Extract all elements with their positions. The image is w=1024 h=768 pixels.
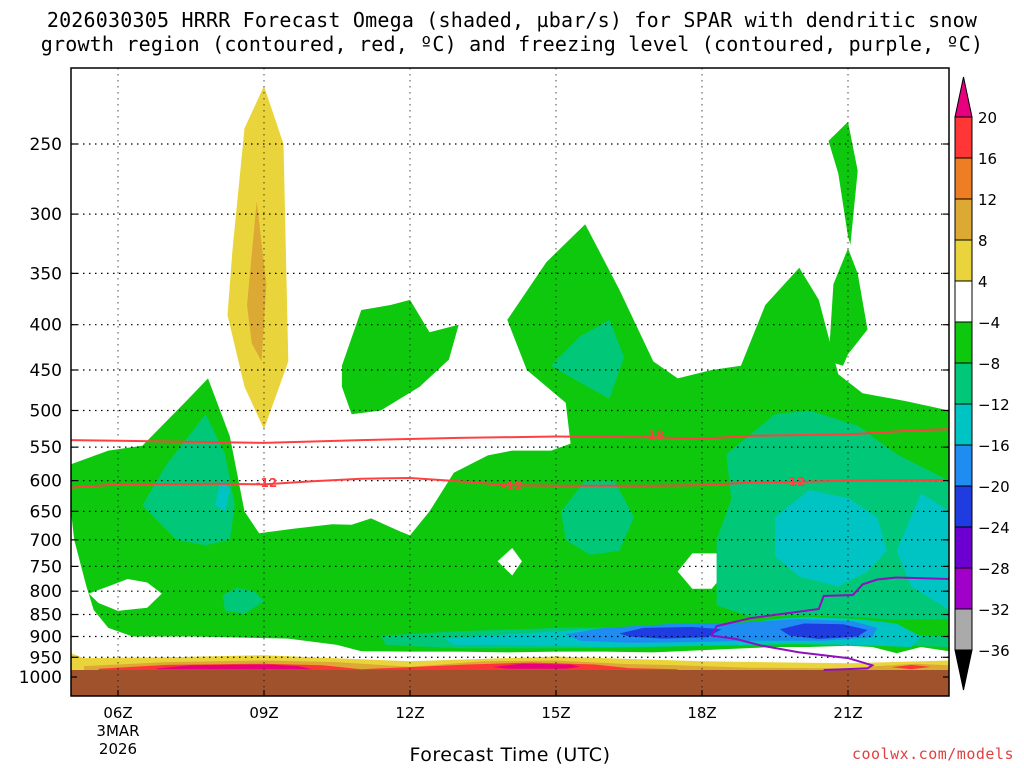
omega-region-dblue xyxy=(619,627,722,639)
x-tick-sublabel-date: 3MAR xyxy=(96,722,139,740)
credit-link[interactable]: coolwx.com/models xyxy=(851,745,1014,763)
pressure-axis: 2503003504004505005506006507007508008509… xyxy=(19,135,949,688)
colorbar-bin xyxy=(954,362,973,405)
omega-region-white xyxy=(677,553,727,589)
colorbar-label: −8 xyxy=(978,355,1000,373)
colorbar-top-cap xyxy=(954,76,973,118)
colorbar-label: 8 xyxy=(978,232,988,250)
colorbar-bin xyxy=(954,444,973,487)
omega-region-white xyxy=(322,493,372,518)
y-tick-label-950: 950 xyxy=(30,648,62,668)
dgz-contour-minus12 xyxy=(71,476,949,489)
plot-frame xyxy=(70,67,950,697)
colorbar-bin xyxy=(954,403,973,446)
colorbar-label: −16 xyxy=(978,437,1010,455)
omega-region-green xyxy=(828,248,868,366)
colorbar-bottom-cap xyxy=(954,649,973,691)
omega-region-cyan xyxy=(215,480,230,512)
omega-region-dblue xyxy=(779,623,868,639)
colorbar-bin xyxy=(954,526,973,569)
x-tick-label-21Z: 21Z xyxy=(833,704,862,722)
omega-region-teal xyxy=(222,587,264,614)
x-tick-label-09Z: 09Z xyxy=(249,704,278,722)
chart-title-line-2: growth region (contoured, red, ºC) and f… xyxy=(40,32,984,56)
colorbar-label: −32 xyxy=(978,601,1010,619)
y-tick-label-650: 650 xyxy=(30,502,62,522)
omega-region-green xyxy=(341,299,459,415)
colorbar-label: −36 xyxy=(978,642,1010,660)
dgz-contour-label: -12 xyxy=(784,475,806,489)
colorbar-label: 4 xyxy=(978,273,988,291)
colorbar-bin xyxy=(954,157,973,200)
omega-region-orange xyxy=(247,201,267,362)
y-tick-label-750: 750 xyxy=(30,557,62,577)
colorbar-bin xyxy=(954,567,973,610)
colorbar-label: −24 xyxy=(978,519,1010,537)
y-tick-label-500: 500 xyxy=(30,402,62,422)
colorbar-bin xyxy=(954,280,973,323)
y-tick-label-600: 600 xyxy=(30,472,62,492)
omega-region-cyan xyxy=(896,493,949,610)
omega-region-red xyxy=(891,664,931,670)
omega-region-white xyxy=(88,579,162,611)
chart-title: 2026030305 HRRR Forecast Omega (shaded, … xyxy=(0,8,1024,56)
x-tick-label-12Z: 12Z xyxy=(395,704,424,722)
y-tick-label-550: 550 xyxy=(30,438,62,458)
omega-shading xyxy=(71,86,949,696)
omega-region-white xyxy=(497,548,522,576)
freezing-level-contour xyxy=(710,576,949,671)
omega-region-magenta xyxy=(156,664,313,670)
colorbar-label: 20 xyxy=(978,109,997,127)
chart-title-line-1: 2026030305 HRRR Forecast Omega (shaded, … xyxy=(46,8,978,32)
y-tick-label-350: 350 xyxy=(30,264,62,284)
colorbar-bin xyxy=(954,608,973,651)
grid-lines xyxy=(71,68,949,696)
omega-region-magenta xyxy=(492,663,581,669)
colorbar-bin xyxy=(954,116,973,159)
colorbar-bin xyxy=(954,239,973,282)
dgz-contour-label: -12 xyxy=(501,479,523,493)
y-tick-label-850: 850 xyxy=(30,606,62,626)
y-tick-label-800: 800 xyxy=(30,582,62,602)
y-tick-label-400: 400 xyxy=(30,316,62,336)
y-tick-label-450: 450 xyxy=(30,361,62,381)
omega-region-ground xyxy=(71,670,949,696)
y-tick-label-900: 900 xyxy=(30,627,62,647)
omega-region-teal xyxy=(551,319,625,399)
x-tick-label-15Z: 15Z xyxy=(541,704,570,722)
omega-colorbar: 20 16 12 8 4 −4 −8 −12 −16 −20 −24 −28 −32 −36 xyxy=(954,76,1010,691)
colorbar-label: −4 xyxy=(978,314,1000,332)
dgz-contour-minus18 xyxy=(71,428,949,444)
y-tick-label-1000: 1000 xyxy=(19,668,62,688)
colorbar-bin xyxy=(954,198,973,241)
colorbar-label: 12 xyxy=(978,191,997,209)
x-tick-label-06Z: 06Z xyxy=(103,704,132,722)
contour-lines: -18 -12 -12 -12 xyxy=(71,428,949,671)
y-tick-label-250: 250 xyxy=(30,135,62,155)
x-tick-sublabel-year: 2026 xyxy=(99,740,137,758)
x-tick-label-18Z: 18Z xyxy=(687,704,716,722)
x-axis-title: Forecast Time (UTC) xyxy=(409,744,611,766)
colorbar-label: −12 xyxy=(978,396,1010,414)
omega-region-green xyxy=(828,121,858,245)
colorbar-label: −28 xyxy=(978,560,1010,578)
omega-region-teal xyxy=(142,414,235,546)
colorbar-label: −20 xyxy=(978,478,1010,496)
dgz-contour-label: -18 xyxy=(642,428,664,442)
dgz-contour-label: -12 xyxy=(256,476,278,490)
colorbar-label: 16 xyxy=(978,150,997,168)
omega-region-cyan xyxy=(775,490,887,587)
omega-region-teal xyxy=(560,480,634,555)
colorbar-bin xyxy=(954,485,973,528)
colorbar-bin xyxy=(954,321,973,364)
y-tick-label-700: 700 xyxy=(30,531,62,551)
y-tick-label-300: 300 xyxy=(30,205,62,225)
